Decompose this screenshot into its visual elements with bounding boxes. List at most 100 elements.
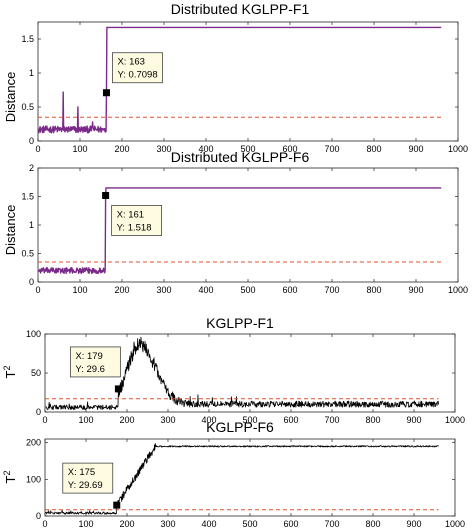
x-tick-label: 0 [42, 415, 47, 425]
x-tick-label: 200 [114, 144, 129, 154]
x-tick-label: 400 [198, 285, 213, 295]
datatip-marker [102, 191, 110, 199]
datatip-x: X: 179 [75, 351, 102, 362]
y-axis-label-sup: 2 [2, 471, 12, 476]
y-axis-label-base: T [3, 370, 18, 378]
y-axis-label: T2 [2, 471, 18, 484]
datatip-box [69, 346, 121, 378]
x-tick-label: 1000 [448, 144, 468, 154]
y-tick-label: 1 [29, 220, 34, 230]
x-tick-label: 400 [198, 144, 213, 154]
y-tick-label: 0.5 [21, 249, 34, 259]
datatip-y: Y: 0.7098 [117, 70, 157, 81]
y-tick-label: 2 [29, 163, 34, 173]
y-tick-label: 0 [29, 136, 34, 146]
datatip-marker [114, 385, 122, 393]
x-tick-label: 100 [78, 415, 93, 425]
y-axis-label-base: T [3, 475, 18, 483]
axes-box [37, 21, 459, 142]
datatip-y: Y: 1.518 [117, 222, 152, 233]
datatip-box [112, 52, 163, 84]
axes-box [37, 167, 459, 283]
y-tick-label: 1.5 [21, 34, 34, 44]
y-tick-label: 100 [26, 474, 41, 484]
x-tick-label: 300 [160, 519, 175, 528]
y-tick-label: 0 [29, 277, 34, 287]
x-tick-label: 700 [324, 285, 339, 295]
panel-distributed-kglpp-f6: Distributed KGLPP-F6 Distance 0 100 200 300… [3, 149, 468, 295]
panel-distributed-kglpp-f1: Distributed KGLPP-F1 Distance 0 100 200 300… [3, 1, 468, 154]
x-tick-label: 600 [283, 415, 298, 425]
x-tick-label: 100 [72, 144, 87, 154]
x-tick-label: 800 [365, 415, 380, 425]
x-tick-label: 200 [119, 415, 134, 425]
y-tick-label: 0.5 [21, 102, 34, 112]
datatip-y: Y: 29.69 [68, 480, 103, 491]
x-tick-label: 300 [160, 415, 175, 425]
x-tick-label: 900 [406, 519, 421, 528]
x-tick-label: 300 [156, 144, 171, 154]
y-tick-label: 1.5 [21, 192, 34, 202]
panel-title: KGLPP-F6 [206, 419, 274, 435]
y-tick-label: 100 [26, 329, 41, 339]
x-tick-label: 100 [78, 519, 93, 528]
x-tick-label: 1000 [445, 519, 465, 528]
x-tick-label: 0 [35, 285, 40, 295]
datatip-marker [102, 89, 110, 97]
x-tick-label: 200 [114, 285, 129, 295]
plot-area: 0 100 200 300 400 500 600 700 800 900 1000 0 0.5 1 1.5… [21, 163, 468, 295]
panel-title: Distributed KGLPP-F1 [171, 1, 310, 17]
panel-kglpp-f6: KGLPP-F6 T2 0 100 200 300 400 500 600 700 800 900… [2, 419, 465, 528]
x-tick-label: 500 [242, 415, 257, 425]
x-tick-label: 0 [42, 519, 47, 528]
panel-title: Distributed KGLPP-F6 [171, 149, 310, 165]
x-tick-label: 600 [282, 285, 297, 295]
x-tick-label: 1000 [448, 285, 468, 295]
x-tick-label: 500 [240, 285, 255, 295]
x-tick-label: 600 [282, 144, 297, 154]
series-line [45, 443, 439, 515]
plot-area: 0 100 200 300 400 500 600 700 800 900 1000 0 100 200 X… [26, 438, 465, 528]
series-line [38, 26, 442, 134]
y-tick-label: 0 [36, 511, 41, 521]
x-tick-label: 800 [366, 285, 381, 295]
y-tick-label: 200 [26, 438, 41, 448]
x-tick-label: 900 [408, 144, 423, 154]
x-tick-label: 900 [406, 415, 421, 425]
x-tick-label: 100 [72, 285, 87, 295]
plot-area: 0 100 200 300 400 500 600 700 800 900 1000 0 50 100 X:… [26, 329, 465, 425]
datatip-marker [113, 501, 121, 509]
x-tick-label: 700 [324, 415, 339, 425]
x-tick-label: 900 [408, 285, 423, 295]
x-tick-label: 400 [201, 519, 216, 528]
datatip-y: Y: 29.6 [75, 364, 105, 375]
datatip-x: X: 175 [68, 467, 95, 478]
x-tick-label: 500 [240, 144, 255, 154]
panel-kglpp-f1: KGLPP-F1 T2 0 100 200 300 400 500 600 700 800 900… [2, 315, 465, 425]
plot-area: 0 100 200 300 400 500 600 700 800 900 1000 0 0.5 1 1.5… [21, 21, 468, 154]
x-tick-label: 800 [366, 144, 381, 154]
x-tick-label: 400 [201, 415, 216, 425]
y-tick-label: 1 [29, 68, 34, 78]
series-line [37, 187, 442, 275]
y-axis-label-sup: 2 [2, 366, 12, 371]
datatip-box [111, 205, 163, 236]
x-tick-label: 0 [35, 144, 40, 154]
datatip-x: X: 163 [117, 57, 144, 68]
x-tick-label: 500 [242, 519, 257, 528]
y-tick-label: 50 [31, 368, 41, 378]
x-tick-label: 1000 [445, 415, 465, 425]
y-axis-label: Distance [3, 205, 18, 256]
datatip-x: X: 161 [117, 209, 144, 220]
x-tick-label: 600 [283, 519, 298, 528]
x-tick-label: 700 [324, 519, 339, 528]
y-axis-label: Distance [3, 72, 18, 123]
datatip-box [62, 462, 114, 494]
panel-title: KGLPP-F1 [206, 315, 274, 331]
y-axis-label: T2 [2, 366, 18, 379]
x-tick-label: 200 [119, 519, 134, 528]
x-tick-label: 300 [156, 285, 171, 295]
x-tick-label: 700 [324, 144, 339, 154]
x-tick-label: 800 [365, 519, 380, 528]
